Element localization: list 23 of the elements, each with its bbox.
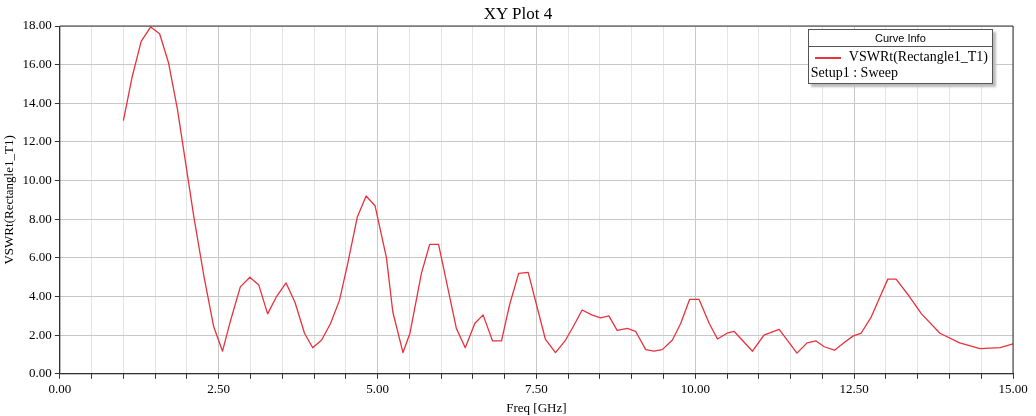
x-tick-label: 12.50 [839, 381, 869, 397]
legend-title: Curve Info [808, 30, 992, 47]
y-tick-label: 8.00 [29, 210, 52, 226]
y-tick-label: 18.00 [22, 17, 52, 33]
y-tick-label: 10.00 [22, 172, 52, 187]
y-tick-label: 12.00 [22, 133, 52, 149]
x-axis-title: Freq [GHz] [506, 399, 567, 415]
x-tick-label: 7.50 [525, 381, 548, 397]
y-tick-label: 2.00 [29, 326, 52, 342]
x-tick-label: 10.00 [680, 381, 710, 397]
x-tick-label: 0.00 [48, 381, 72, 397]
y-tick-label: 16.00 [22, 56, 52, 72]
y-tick-label: 14.00 [22, 94, 52, 110]
legend-label: VSWRt(Rectangle1_T1) [847, 49, 988, 65]
y-axis-title: VSWRt(Rectangle1_T1) [1, 135, 17, 265]
x-tick-label: 15.00 [998, 381, 1028, 397]
y-tick-label: 0.00 [29, 365, 52, 381]
chart-title: XY Plot 4 [483, 4, 553, 23]
x-tick-label: 2.50 [207, 381, 231, 397]
x-tick-label: 5.00 [366, 381, 389, 397]
annotation: Setup1 : Sweep [810, 65, 899, 81]
y-tick-label: 6.00 [29, 249, 52, 265]
y-tick-label: 4.00 [29, 287, 52, 303]
